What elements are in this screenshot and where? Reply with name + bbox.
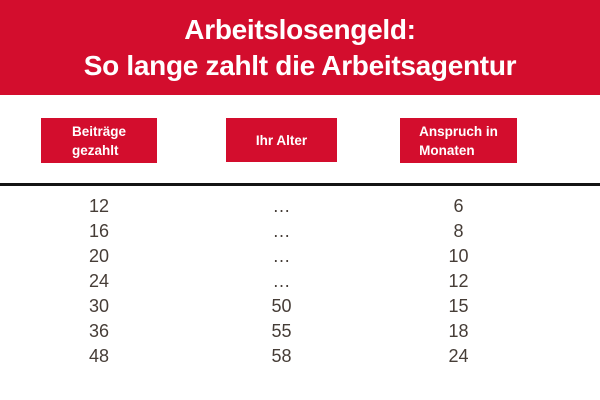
cell-contributions: 30	[88, 296, 110, 316]
cell-months: 15	[448, 296, 469, 316]
column-header-anspruch: Anspruch in Monaten	[400, 118, 517, 163]
cell-contributions: 20	[88, 246, 110, 266]
divider-line	[0, 183, 600, 186]
cell-age: 50	[271, 296, 292, 316]
table-row: 48 58 24	[0, 344, 600, 369]
column-header-alter: Ihr Alter	[226, 118, 337, 162]
cell-contributions: 12	[88, 196, 110, 216]
title-banner: Arbeitslosengeld: So lange zahlt die Arb…	[0, 0, 600, 95]
table-row: 36 55 18	[0, 319, 600, 344]
cell-months: 10	[448, 246, 469, 266]
table-row: 30 50 15	[0, 294, 600, 319]
cell-contributions: 16	[88, 221, 110, 241]
cell-age: 55	[271, 321, 292, 341]
cell-months: 18	[448, 321, 469, 341]
benefits-table: 12 … 6 16 … 8 20 … 10 24 … 12 30 50 15 3…	[0, 194, 600, 369]
title-line-2: So lange zahlt die Arbeitsagentur	[83, 49, 517, 81]
cell-age: …	[272, 221, 291, 241]
cell-contributions: 48	[88, 346, 110, 366]
table-row: 20 … 10	[0, 244, 600, 269]
table-row: 12 … 6	[0, 194, 600, 219]
table-row: 16 … 8	[0, 219, 600, 244]
table-row: 24 … 12	[0, 269, 600, 294]
cell-contributions: 36	[88, 321, 110, 341]
cell-months: 6	[453, 196, 464, 216]
cell-contributions: 24	[88, 271, 110, 291]
cell-age: 58	[271, 346, 292, 366]
column-header-anspruch-label: Anspruch in Monaten	[419, 123, 498, 158]
column-header-alter-label: Ihr Alter	[255, 132, 308, 148]
cell-months: 24	[448, 346, 469, 366]
cell-age: …	[272, 246, 291, 266]
column-header-beitraege: Beiträge gezahlt	[41, 118, 157, 163]
cell-age: …	[272, 196, 291, 216]
cell-age: …	[272, 271, 291, 291]
cell-months: 8	[453, 221, 464, 241]
title-line-1: Arbeitslosengeld:	[184, 13, 416, 45]
column-header-beitraege-label: Beiträge gezahlt	[71, 123, 127, 158]
cell-months: 12	[448, 271, 469, 291]
